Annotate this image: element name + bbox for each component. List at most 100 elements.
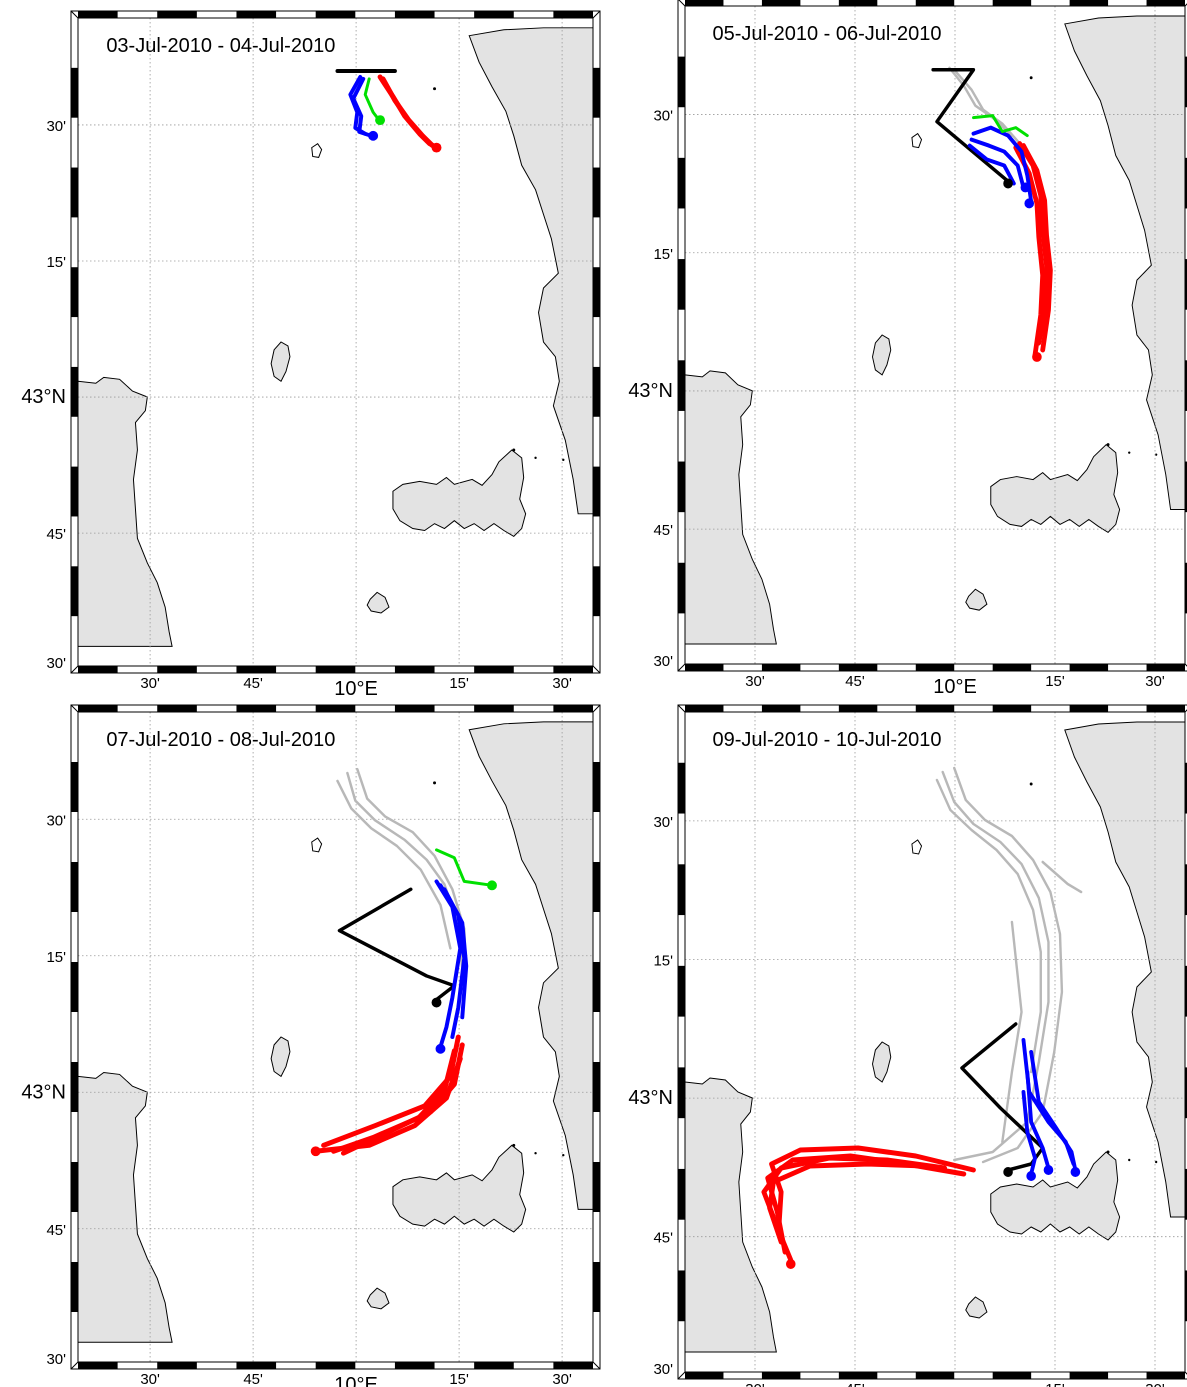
- latitude-label: 15': [46, 949, 66, 966]
- red-end-marker: [310, 1146, 321, 1157]
- longitude-label: 15': [1045, 1381, 1065, 1387]
- latitude-label: 30': [46, 118, 66, 135]
- latitude-label: 30': [653, 653, 673, 670]
- latitude-label: 15': [653, 246, 673, 263]
- latitude-label: 30': [46, 655, 66, 672]
- longitude-label: 30': [140, 1371, 160, 1387]
- map-frame: [71, 11, 600, 673]
- blue-trajectory: [971, 125, 1034, 204]
- red-end-marker: [1032, 351, 1042, 362]
- latitude-label: 30': [653, 814, 673, 831]
- green-trajectory: [972, 114, 1029, 138]
- blue-trajectory: [1021, 1090, 1037, 1176]
- green-trajectory: [363, 77, 381, 122]
- blue-trajectory: [1029, 1050, 1078, 1172]
- longitude-label: 15': [449, 1371, 469, 1387]
- panel-title: 09-Jul-2010 - 10-Jul-2010: [713, 729, 942, 751]
- black-end-marker: [1003, 1167, 1013, 1177]
- latitude-label: 45': [46, 526, 66, 543]
- blue-trajectory: [442, 887, 469, 1020]
- drifter-trajectories: [931, 66, 1053, 362]
- black-trajectory: [337, 887, 457, 1002]
- longitude-label: 30': [552, 1371, 572, 1387]
- green-end-marker: [375, 115, 386, 126]
- blue-end-marker: [1020, 182, 1031, 193]
- panel-title: 05-Jul-2010 - 06-Jul-2010: [713, 23, 942, 45]
- green-end-marker: [487, 880, 497, 891]
- map-frame: [678, 705, 1187, 1379]
- blue-end-marker: [1026, 1171, 1036, 1181]
- map-panel-4: 09-Jul-2010 - 10-Jul-2010 30' 15' 43°N 45' 30…: [628, 704, 1187, 1387]
- latitude-label: 45': [653, 522, 673, 539]
- longitude-label: 45': [845, 1381, 865, 1387]
- black-trajectory: [960, 1022, 1045, 1172]
- drifter-trajectories: [761, 766, 1083, 1269]
- blue-end-marker: [1024, 198, 1035, 209]
- longitude-label: 30': [552, 675, 572, 692]
- past-trajectory: [1041, 860, 1083, 894]
- latitude-label: 30': [46, 1351, 66, 1368]
- blue-trajectory: [969, 137, 1026, 190]
- longitude-label: 30': [140, 675, 160, 692]
- latitude-label: 43°N: [21, 386, 66, 408]
- red-trajectory: [380, 76, 436, 149]
- longitude-label: 15': [449, 675, 469, 692]
- blue-trajectory: [967, 143, 1016, 186]
- longitude-label: 45': [243, 675, 263, 692]
- blue-trajectory: [1025, 1070, 1051, 1170]
- longitude-label: 30': [745, 1381, 765, 1387]
- black-trajectory: [931, 68, 1009, 183]
- latitude-label: 45': [46, 1222, 66, 1239]
- red-end-marker: [431, 142, 442, 153]
- black-end-marker: [1003, 178, 1013, 189]
- latitude-label: 45': [653, 1230, 673, 1247]
- map-panel-1: 03-Jul-2010 - 04-Jul-2010 30' 15' 43°N 45' 30…: [21, 10, 601, 700]
- red-end-marker: [785, 1259, 796, 1269]
- red-trajectory: [1013, 145, 1046, 358]
- longitude-label: 30': [1145, 673, 1165, 690]
- panel-title: 03-Jul-2010 - 04-Jul-2010: [106, 35, 335, 57]
- black-end-marker: [431, 997, 442, 1008]
- latitude-label: 15': [653, 953, 673, 970]
- longitude-label: 45': [243, 1371, 263, 1387]
- map-frame: [71, 705, 600, 1369]
- blue-end-marker: [1043, 1165, 1054, 1175]
- past-trajectory: [953, 766, 1064, 1164]
- green-trajectory: [435, 848, 494, 887]
- latitude-label: 43°N: [628, 1087, 673, 1109]
- past-trajectory: [935, 778, 1042, 1074]
- longitude-label: 10°E: [933, 676, 977, 698]
- map-panel-2: 05-Jul-2010 - 06-Jul-2010 30' 15' 43°N 45' 30…: [628, 0, 1187, 698]
- longitude-label: 15': [1045, 673, 1065, 690]
- latitude-label: 43°N: [21, 1081, 66, 1103]
- red-trajectory: [769, 1145, 976, 1225]
- graticule: [685, 6, 1185, 664]
- longitude-label: 30': [1145, 1381, 1165, 1387]
- drifter-trajectories: [335, 69, 442, 153]
- latitude-label: 30': [653, 108, 673, 125]
- blue-end-marker: [435, 1043, 446, 1054]
- past-trajectory: [1001, 920, 1023, 1144]
- red-trajectory: [767, 1161, 928, 1245]
- map-frame: [678, 0, 1187, 671]
- graticule: [78, 712, 593, 1362]
- latitude-label: 30': [653, 1361, 673, 1378]
- panel-title: 07-Jul-2010 - 08-Jul-2010: [106, 729, 335, 751]
- blue-trajectory: [351, 76, 374, 138]
- blue-end-marker: [1070, 1167, 1081, 1177]
- longitude-label: 10°E: [933, 1384, 977, 1387]
- longitude-label: 45': [845, 673, 865, 690]
- latitude-label: 30': [46, 812, 66, 829]
- map-panel-3: 07-Jul-2010 - 08-Jul-2010 30' 15' 43°N 45' 30…: [21, 704, 601, 1387]
- longitude-label: 10°E: [334, 1374, 378, 1387]
- past-trajectory: [336, 779, 452, 950]
- longitude-label: 10°E: [334, 678, 378, 700]
- graticule: [685, 712, 1185, 1372]
- latitude-label: 43°N: [628, 380, 673, 402]
- latitude-label: 15': [46, 254, 66, 271]
- red-trajectory: [313, 1056, 463, 1154]
- blue-end-marker: [368, 130, 379, 141]
- longitude-label: 30': [745, 673, 765, 690]
- red-trajectory: [1021, 143, 1053, 353]
